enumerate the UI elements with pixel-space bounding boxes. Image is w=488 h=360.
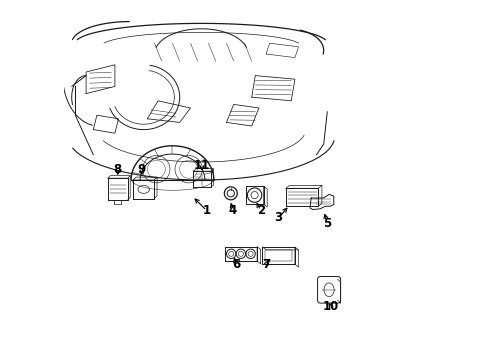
Text: 2: 2 xyxy=(256,204,264,217)
Text: 3: 3 xyxy=(274,211,282,224)
Text: 4: 4 xyxy=(228,204,237,217)
Text: 11: 11 xyxy=(194,159,210,172)
Text: 9: 9 xyxy=(138,163,146,176)
Text: 10: 10 xyxy=(322,300,338,313)
Text: 6: 6 xyxy=(232,258,240,271)
Text: 8: 8 xyxy=(113,163,122,176)
Text: 5: 5 xyxy=(323,217,331,230)
Text: 7: 7 xyxy=(262,258,269,271)
Text: 1: 1 xyxy=(202,204,210,217)
